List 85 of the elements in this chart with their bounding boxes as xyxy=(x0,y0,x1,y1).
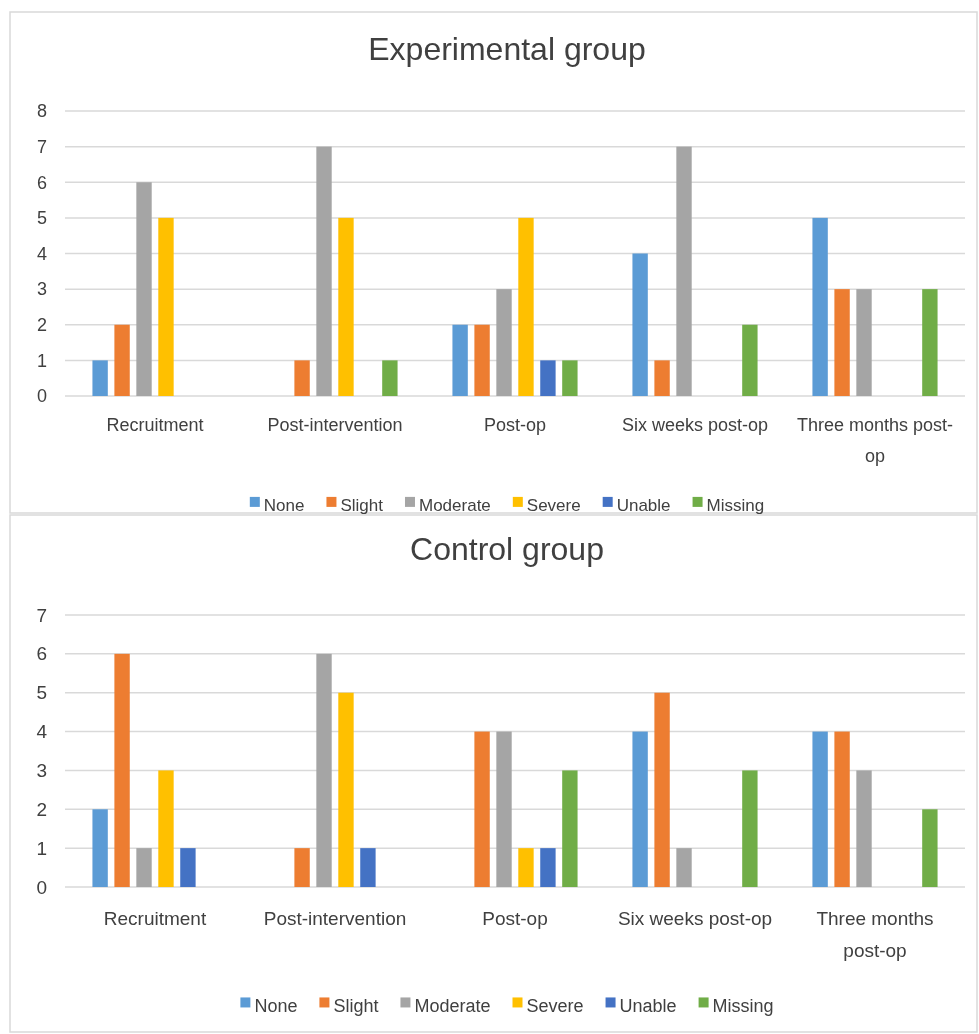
bar xyxy=(922,289,938,396)
bar xyxy=(316,653,332,887)
y-tick-label: 0 xyxy=(36,386,47,407)
bar xyxy=(180,848,196,887)
x-tick-label: Post-intervention xyxy=(267,415,403,435)
y-tick-label: 7 xyxy=(36,136,47,157)
bar xyxy=(136,182,152,396)
legend-label: Slight xyxy=(340,495,384,515)
y-tick-label: 2 xyxy=(36,798,47,820)
bar xyxy=(114,324,130,396)
bar xyxy=(834,289,850,396)
x-tick-label: Six weeks post-op xyxy=(617,908,773,929)
bar xyxy=(540,848,556,887)
bar xyxy=(92,809,108,887)
bar xyxy=(338,692,354,887)
legend-label: Severe xyxy=(526,996,584,1017)
bar xyxy=(562,770,578,887)
bar xyxy=(294,360,310,396)
bar xyxy=(632,731,648,887)
chart-title: Control group xyxy=(410,531,604,567)
legend-label: None xyxy=(254,996,298,1017)
bar xyxy=(834,731,850,887)
legend-label: Severe xyxy=(526,495,581,515)
bar xyxy=(922,809,938,887)
bar xyxy=(518,848,534,887)
bar xyxy=(676,848,692,887)
bar xyxy=(812,731,828,887)
legend-label: Unable xyxy=(616,495,671,515)
chart-title: Experimental group xyxy=(368,31,646,67)
x-tick-label: Post-op xyxy=(482,908,548,929)
y-tick-label: 1 xyxy=(36,837,47,859)
y-tick-label: 3 xyxy=(36,760,47,782)
bar xyxy=(654,692,670,887)
y-tick-label: 5 xyxy=(36,208,47,229)
legend-label: Moderate xyxy=(418,495,491,515)
bar xyxy=(632,253,648,396)
bar xyxy=(496,289,512,396)
legend-label: Missing xyxy=(706,495,765,515)
y-tick-label: 4 xyxy=(36,243,47,264)
legend-label: None xyxy=(263,495,305,515)
bar xyxy=(676,146,692,396)
bar xyxy=(742,324,758,396)
bar xyxy=(382,360,398,396)
y-tick-label: 1 xyxy=(36,350,47,371)
bar xyxy=(360,848,376,887)
y-tick-label: 0 xyxy=(36,876,47,898)
bar xyxy=(136,848,152,887)
y-tick-label: 2 xyxy=(36,315,47,336)
bar xyxy=(158,217,174,396)
bar xyxy=(114,653,130,887)
bar xyxy=(294,848,310,887)
y-tick-label: 4 xyxy=(36,721,48,743)
bar xyxy=(452,324,468,396)
legend-label: Missing xyxy=(712,996,774,1017)
x-tick-label: Recruitment xyxy=(106,415,204,435)
legend-label: Unable xyxy=(619,996,677,1017)
bar xyxy=(856,770,872,887)
bar xyxy=(654,360,670,396)
bar xyxy=(474,324,490,396)
y-tick-label: 8 xyxy=(36,101,47,122)
y-tick-label: 5 xyxy=(36,682,47,704)
bar xyxy=(474,731,490,887)
y-tick-label: 6 xyxy=(36,643,47,665)
bar xyxy=(540,360,556,396)
bar xyxy=(158,770,174,887)
x-tick-label: Three months post-op xyxy=(816,908,934,962)
x-tick-label: Recruitment xyxy=(103,908,207,929)
legend-label: Moderate xyxy=(414,996,491,1017)
bar xyxy=(518,217,534,396)
bar xyxy=(316,146,332,396)
x-tick-label: Post-intervention xyxy=(263,908,407,929)
bar xyxy=(92,360,108,396)
bar xyxy=(496,731,512,887)
bar xyxy=(742,770,758,887)
y-tick-label: 7 xyxy=(36,604,47,626)
legend-label: Slight xyxy=(333,996,379,1017)
bar xyxy=(338,217,354,396)
y-tick-label: 3 xyxy=(36,279,47,300)
x-tick-label: Post-op xyxy=(483,415,547,435)
x-tick-label: Six weeks post-op xyxy=(621,415,769,435)
bar xyxy=(856,289,872,396)
y-tick-label: 6 xyxy=(36,172,47,193)
bar xyxy=(562,360,578,396)
bar xyxy=(812,217,828,396)
x-tick-label: Three months post-op xyxy=(796,415,954,466)
